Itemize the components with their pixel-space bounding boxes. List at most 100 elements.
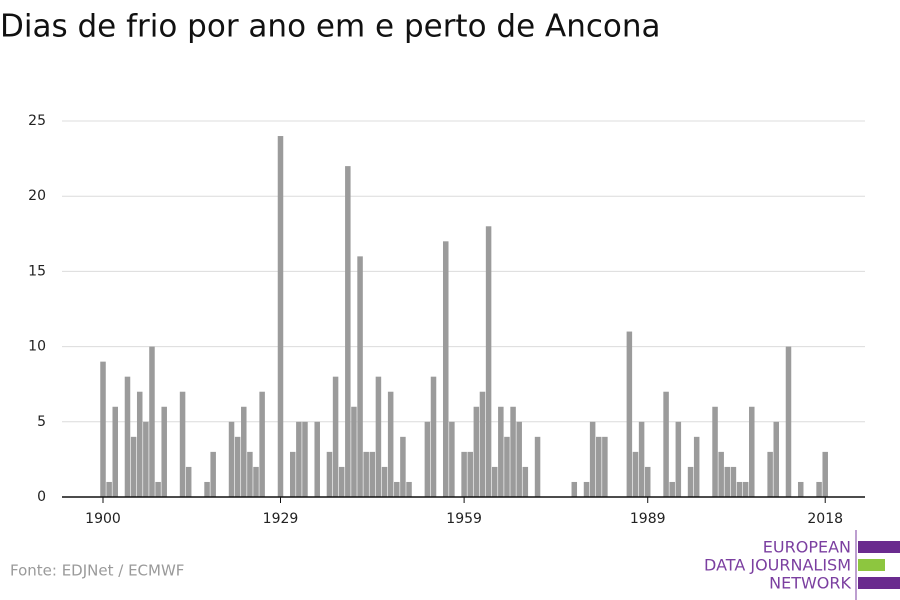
bar [504, 436, 510, 497]
bar [479, 391, 486, 497]
bar [675, 421, 682, 497]
bar [210, 451, 216, 497]
bar [712, 406, 718, 497]
logo-text: EUROPEAN [763, 538, 851, 557]
bar [387, 391, 394, 497]
bar [687, 466, 694, 497]
bar [626, 331, 633, 497]
plot-area: 0 5 10 15 20 25 1900 1929 1959 1989 2018 [28, 113, 865, 527]
bar [345, 166, 351, 497]
logo-text: DATA JOURNALISM [704, 556, 851, 575]
bar [149, 346, 155, 497]
bar [204, 481, 210, 497]
bar [510, 406, 516, 497]
bar [773, 421, 780, 497]
x-tick-label: 1989 [630, 511, 666, 527]
bar [430, 376, 437, 497]
bar [461, 451, 467, 497]
bar [644, 466, 651, 497]
bar [785, 346, 792, 497]
bar [247, 451, 253, 497]
bar [314, 421, 320, 497]
bar [693, 436, 700, 497]
bar [534, 436, 541, 497]
bar [522, 466, 529, 497]
bar [816, 481, 822, 497]
bar [100, 361, 106, 497]
bar [632, 451, 639, 497]
bar [516, 421, 522, 497]
bar [326, 451, 333, 497]
bar [106, 481, 112, 497]
source: Fonte: EDJNet / ECMWF [10, 562, 184, 580]
logo-text: NETWORK [769, 574, 851, 593]
bar [338, 466, 345, 497]
y-tick-label: 0 [37, 489, 46, 505]
bar [491, 466, 498, 497]
y-tick-label: 10 [28, 339, 46, 355]
x-tick-label: 1900 [85, 511, 121, 527]
bar [259, 391, 265, 497]
bar [155, 481, 161, 497]
bar [228, 421, 235, 497]
bar [253, 466, 259, 497]
bar [602, 436, 608, 497]
bar [332, 376, 339, 497]
bar [749, 406, 755, 497]
bar [473, 406, 480, 497]
bar [406, 481, 412, 497]
bar [730, 466, 737, 497]
bar [130, 436, 137, 497]
bar [663, 391, 669, 497]
bar [498, 406, 504, 497]
bar [669, 481, 675, 497]
bar [467, 451, 473, 497]
bar [767, 451, 773, 497]
bar [363, 451, 369, 497]
bar [375, 376, 382, 497]
bar [742, 481, 749, 497]
bar [124, 376, 131, 497]
bar [185, 466, 192, 497]
bar [161, 406, 167, 497]
bar [571, 481, 578, 497]
bar [583, 481, 590, 497]
bar [424, 421, 431, 497]
bar [394, 481, 400, 497]
logo-bar [858, 559, 885, 571]
logo-bar [858, 577, 900, 589]
bar [400, 436, 406, 497]
y-tick-label: 20 [28, 188, 46, 204]
bar [277, 136, 284, 498]
bar [357, 256, 363, 497]
bar [289, 451, 296, 497]
bar [724, 466, 731, 497]
bar [351, 406, 357, 497]
bar [296, 421, 302, 497]
bar [797, 481, 804, 497]
bar [822, 451, 828, 497]
bar [442, 241, 449, 497]
bar [369, 451, 376, 497]
bar [143, 421, 149, 497]
logo-bar [858, 541, 900, 553]
bar [596, 436, 602, 497]
bar [485, 226, 492, 497]
bar [736, 481, 743, 497]
bar [718, 451, 724, 497]
x-tick-label: 2018 [807, 511, 843, 527]
y-tick-label: 25 [28, 113, 46, 129]
bar [589, 421, 596, 497]
bar [179, 391, 186, 497]
bar [638, 421, 645, 497]
bar [381, 466, 388, 497]
x-tick-label: 1959 [446, 511, 482, 527]
bar [241, 406, 247, 497]
y-tick-label: 5 [37, 414, 46, 430]
chart-title: Dias de frio por ano em e perto de Ancon… [0, 9, 661, 45]
logo: EUROPEAN DATA JOURNALISM NETWORK [704, 530, 900, 600]
bar [112, 406, 119, 497]
bar [136, 391, 143, 497]
y-tick-label: 15 [28, 263, 46, 279]
